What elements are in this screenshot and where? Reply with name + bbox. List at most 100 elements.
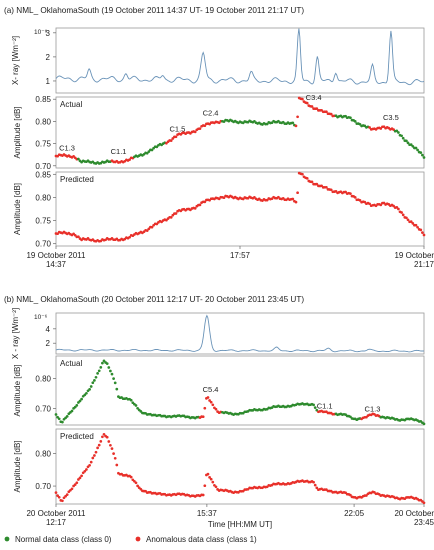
- actual-ytick-label: 0.80: [35, 375, 51, 384]
- predicted-data-point: [89, 460, 93, 464]
- predicted-data-point: [97, 443, 101, 447]
- predicted-data-point: [134, 481, 138, 485]
- actual-ytick-label: 0.85: [35, 95, 51, 104]
- actual-data-point: [70, 409, 74, 413]
- flare-class-label: C1.3: [59, 143, 75, 152]
- actual-data-point: [193, 130, 197, 134]
- predicted-data-point: [57, 495, 61, 499]
- actual-data-point: [99, 366, 103, 369]
- actual-ytick-label: 0.75: [35, 140, 51, 149]
- predicted-data-point: [93, 454, 96, 457]
- actual-data-point: [136, 406, 139, 410]
- predicted-data-point: [150, 225, 154, 229]
- predicted-data-point: [203, 200, 207, 204]
- predicted-data-point: [421, 231, 424, 234]
- predicted-data-point: [301, 172, 304, 176]
- xtick-label: 20 October 2011 12:17: [26, 509, 86, 527]
- xtick-label-line: 23:45: [414, 518, 434, 527]
- actual-data-point: [101, 361, 104, 365]
- xray-panel-frame: [55, 27, 425, 94]
- actual-data-point: [349, 415, 352, 419]
- actual-data-point: [61, 420, 64, 424]
- predicted-data-point: [217, 197, 221, 201]
- actual-data-point: [397, 131, 400, 134]
- actual-data-point: [96, 372, 99, 375]
- xray-exponent: 10⁻⁶: [34, 314, 48, 321]
- actual-data-point: [422, 422, 426, 426]
- predicted-data-point: [414, 223, 418, 227]
- actual-data-point: [73, 405, 77, 409]
- actual-data-point: [169, 139, 173, 142]
- actual-ylabel: Amplitude [dB]: [13, 106, 22, 158]
- predicted-data-point: [422, 233, 426, 237]
- actual-data-point: [174, 135, 178, 139]
- actual-data-point: [89, 385, 93, 388]
- predicted-data-point: [99, 440, 103, 443]
- xray-exponent: 10⁻⁶: [34, 29, 48, 36]
- actual-data-point: [65, 415, 69, 418]
- actual-panel-frame: [55, 355, 425, 426]
- actual-data-point: [112, 377, 115, 380]
- predicted-data-point: [54, 491, 58, 494]
- predicted-ylabel: Amplitude [dB]: [13, 440, 22, 492]
- predicted-data-point: [203, 484, 207, 488]
- predicted-data-point: [368, 202, 371, 206]
- predicted-ytick-label: 0.70: [35, 482, 51, 491]
- actual-data-point: [147, 150, 151, 153]
- actual-data-point: [78, 399, 82, 403]
- predicted-data-point: [65, 493, 69, 496]
- actual-data-point: [88, 388, 91, 391]
- predicted-data-point: [94, 450, 98, 454]
- actual-data-point: [301, 97, 304, 101]
- xtick-label-line: 17:57: [230, 251, 251, 260]
- xray-ytick-label: 2: [46, 339, 51, 348]
- actual-ytick-label: 0.70: [35, 162, 51, 171]
- xray-ylabel: X- ray [Wm⁻²]: [11, 36, 20, 85]
- xray-series-line: [55, 28, 425, 86]
- actual-data-point: [305, 101, 309, 105]
- actual-data-point: [93, 379, 96, 382]
- predicted-data-point: [422, 501, 426, 505]
- actual-data-point: [109, 369, 112, 373]
- predicted-ytick-label: 0.80: [35, 449, 51, 458]
- predicted-data-point: [329, 188, 333, 192]
- predicted-data-point: [96, 446, 99, 450]
- flare-class-label: C2.4: [203, 109, 219, 118]
- actual-data-point: [313, 406, 317, 409]
- predicted-data-point: [147, 227, 151, 231]
- predicted-data-point: [291, 197, 295, 201]
- predicted-data-point: [101, 435, 104, 439]
- predicted-data-point: [78, 476, 82, 480]
- actual-data-point: [353, 120, 357, 123]
- predicted-data-point: [349, 192, 352, 195]
- actual-data-point: [368, 126, 371, 129]
- actual-ylabel: Amplitude [dB]: [13, 364, 22, 416]
- predicted-data-point: [113, 456, 117, 460]
- actual-data-point: [406, 141, 410, 145]
- actual-data-point: [150, 148, 154, 152]
- actual-data-point: [315, 107, 319, 110]
- actual-data-point: [75, 404, 79, 407]
- x-axis-title: Time [HH:MM UT]: [208, 520, 272, 529]
- xray-panel-frame: [55, 312, 425, 355]
- predicted-data-point: [406, 218, 410, 222]
- predicted-data-point: [312, 480, 315, 484]
- xtick-label-line: 21:17: [414, 260, 434, 269]
- panel-title: (b) NML_ OklahomaSouth (20 October 2011 …: [4, 295, 304, 304]
- actual-data-point: [291, 121, 295, 125]
- xtick-label-line: 14:37: [46, 260, 67, 269]
- predicted-data-point: [305, 177, 309, 180]
- actual-data-point: [107, 366, 111, 369]
- predicted-data-point: [193, 207, 197, 210]
- predicted-data-point: [397, 207, 400, 211]
- actual-data-point: [208, 399, 211, 402]
- predicted-data-point: [73, 483, 77, 486]
- legend-label: Anomalous data class (class 1): [146, 535, 257, 544]
- predicted-data-point: [136, 484, 139, 488]
- predicted-data-point: [315, 486, 319, 490]
- actual-panel-label: Actual: [60, 359, 82, 368]
- predicted-data-point: [416, 225, 419, 229]
- flare-class-label: C1.5: [170, 125, 186, 134]
